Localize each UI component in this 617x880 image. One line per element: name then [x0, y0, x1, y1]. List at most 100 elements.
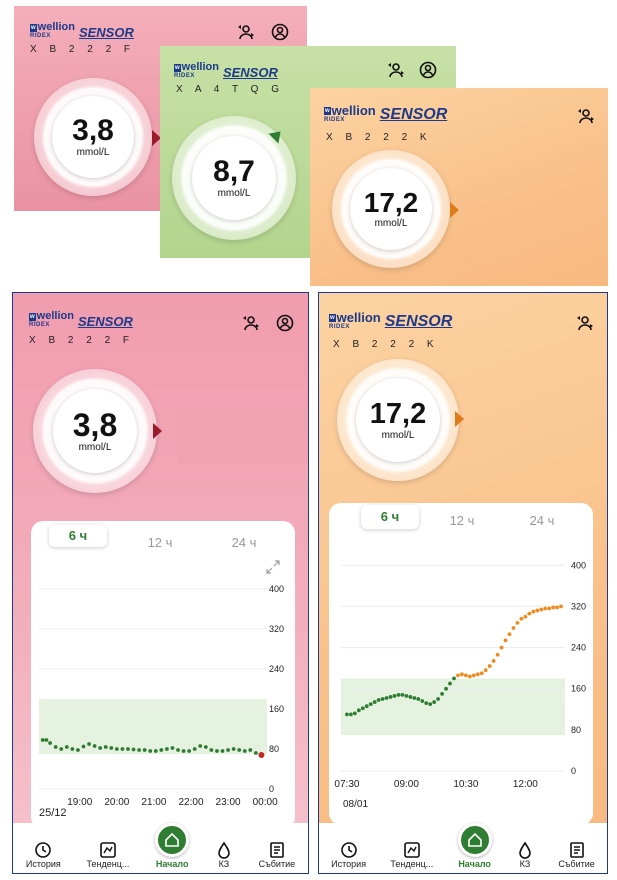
- data-point: [209, 748, 214, 752]
- data-point: [555, 605, 559, 610]
- nav-event[interactable]: Събитие: [259, 841, 295, 869]
- tab-6h[interactable]: 6 ч: [49, 525, 107, 547]
- data-point: [103, 745, 108, 749]
- data-point: [253, 751, 258, 755]
- data-point: [471, 673, 476, 678]
- trend-arrow-icon: [455, 411, 464, 427]
- drop-icon: [519, 841, 531, 859]
- data-point: [242, 749, 247, 753]
- y-tick-label: 80: [571, 725, 581, 735]
- data-point: [503, 638, 508, 643]
- data-point: [215, 749, 219, 753]
- event-icon: [270, 842, 284, 858]
- data-point: [114, 747, 119, 751]
- data-point: [98, 746, 103, 750]
- switch-user-icon[interactable]: [236, 22, 256, 42]
- tab-24h[interactable]: 24 ч: [231, 535, 257, 550]
- data-point: [53, 745, 58, 749]
- nav-event[interactable]: Събитие: [558, 841, 595, 869]
- data-point: [364, 704, 369, 709]
- switch-user-icon[interactable]: [575, 313, 595, 333]
- switch-user-icon[interactable]: [386, 60, 406, 80]
- data-point: [48, 741, 53, 745]
- nav-history[interactable]: История: [331, 841, 366, 869]
- data-point: [176, 748, 180, 752]
- data-point: [483, 668, 488, 673]
- y-tick-label: 320: [269, 624, 284, 634]
- bottom-nav: История Тенденц... Начало КЗ Събитие: [13, 823, 308, 873]
- data-point: [487, 664, 492, 668]
- trend-arrow-icon: [152, 130, 161, 146]
- glucose-unit: mmol/L: [217, 188, 251, 199]
- brand-logo: w wellion RIDEX SENSOR: [324, 103, 448, 123]
- right-phone-frame: [318, 292, 608, 874]
- expand-icon[interactable]: [265, 559, 281, 575]
- data-point: [181, 749, 186, 753]
- data-point: [360, 706, 365, 711]
- sensor-serial: X B 2 2 2 K: [326, 132, 432, 143]
- account-icon[interactable]: [275, 313, 295, 333]
- drop-icon: [218, 841, 230, 859]
- tab-12h[interactable]: 12 ч: [449, 513, 475, 528]
- data-point: [192, 747, 197, 751]
- y-tick-label: 160: [269, 704, 284, 714]
- tab-24h[interactable]: 24 ч: [529, 513, 555, 528]
- data-point: [148, 749, 153, 753]
- x-tick-label: 07:30: [334, 779, 359, 790]
- y-tick-label: 400: [571, 560, 586, 570]
- nav-carbs[interactable]: КЗ: [516, 841, 534, 869]
- data-point: [349, 712, 353, 717]
- nav-history[interactable]: История: [26, 841, 61, 869]
- account-icon[interactable]: [418, 60, 438, 80]
- target-range-band: [341, 678, 565, 735]
- brand-logo: w wellion RIDEX SENSOR: [30, 21, 134, 40]
- nav-home[interactable]: Начало: [457, 823, 492, 869]
- data-point: [248, 748, 253, 752]
- glucose-unit: mmol/L: [374, 218, 408, 229]
- data-point: [420, 699, 425, 703]
- switch-user-icon[interactable]: [241, 313, 261, 333]
- x-tick-label: 23:00: [216, 797, 241, 808]
- data-point: [120, 747, 125, 751]
- data-point: [547, 606, 552, 611]
- data-point: [404, 694, 409, 698]
- data-point: [81, 744, 86, 749]
- x-tick-label: 19:00: [67, 797, 92, 808]
- home-icon: [165, 832, 179, 847]
- glucose-unit: mmol/L: [76, 147, 110, 158]
- nav-trends[interactable]: Тенденц...: [390, 841, 433, 869]
- account-icon[interactable]: [270, 22, 290, 42]
- right-phone-screen: w wellion RIDEX SENSOR X B 2 2 2 K 17,2 mm…: [319, 293, 607, 873]
- tab-6h[interactable]: 6 ч: [361, 505, 419, 529]
- data-point: [428, 702, 433, 707]
- glucose-unit: mmol/L: [381, 429, 415, 441]
- glucose-display: 3,8 mmol/L: [52, 96, 134, 178]
- y-tick-label: 400: [269, 584, 284, 594]
- sensor-serial: X B 2 2 2 K: [333, 339, 439, 350]
- x-tick-label: 09:00: [394, 779, 419, 790]
- info-panel-placeholder: [177, 407, 307, 465]
- data-point: [352, 711, 357, 716]
- data-point: [523, 614, 528, 619]
- y-tick-label: 80: [269, 744, 279, 754]
- nav-home[interactable]: Начало: [155, 823, 190, 869]
- data-point: [467, 674, 472, 679]
- trends-icon: [100, 842, 116, 858]
- data-point: [137, 748, 141, 752]
- data-point: [372, 700, 377, 704]
- data-point: [345, 712, 349, 717]
- data-point: [559, 604, 563, 609]
- tab-12h[interactable]: 12 ч: [147, 535, 173, 550]
- nav-trends[interactable]: Тенденц...: [87, 841, 129, 869]
- data-point: [396, 692, 401, 697]
- data-point: [376, 698, 381, 702]
- switch-user-icon[interactable]: [576, 106, 596, 126]
- glucose-chart: 0 80 160 240 320 400 07:30 09:00 10:30 12:00: [334, 560, 586, 790]
- glucose-value: 3,8: [72, 114, 114, 147]
- data-point: [507, 632, 512, 637]
- data-point: [452, 676, 456, 681]
- x-tick-label: 12:00: [513, 779, 538, 790]
- nav-carbs[interactable]: КЗ: [215, 841, 233, 869]
- glucose-value: 3,8: [72, 407, 118, 443]
- data-point: [170, 746, 175, 750]
